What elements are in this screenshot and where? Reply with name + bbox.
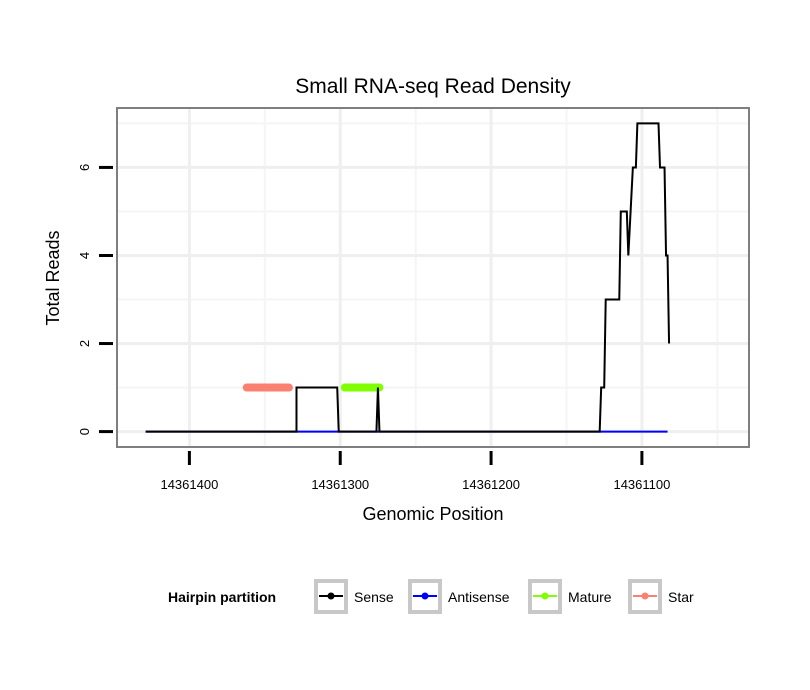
- legend-key-dot: [421, 592, 429, 600]
- series-line-sense: [145, 122, 671, 433]
- y-tick-label: 0: [77, 428, 92, 435]
- y-axis: 0 2 4 6: [77, 164, 113, 435]
- legend-label-mature: Mature: [568, 589, 612, 605]
- x-axis-title: Genomic Position: [362, 504, 503, 524]
- series-sense: [145, 122, 671, 433]
- legend-key-dot: [641, 592, 649, 600]
- y-tick-label: 6: [77, 164, 92, 171]
- legend-title: Hairpin partition: [168, 589, 276, 605]
- legend: Hairpin partition Sense Antisense Mature Sta…: [168, 579, 694, 614]
- legend-label-star: Star: [668, 589, 694, 605]
- x-axis: 14361400 14361300 14361200 14361100: [160, 451, 670, 492]
- plot-frame: [116, 107, 750, 448]
- legend-item-sense: Sense: [314, 579, 394, 614]
- legend-label-antisense: Antisense: [448, 589, 510, 605]
- x-tick-label: 14361300: [311, 477, 369, 492]
- legend-key-dot: [541, 592, 549, 600]
- grid-major: [117, 108, 749, 447]
- series-layer: [145, 122, 671, 433]
- legend-item-mature: Mature: [528, 579, 612, 614]
- y-tick-label: 2: [77, 340, 92, 347]
- y-tick-label: 4: [77, 252, 92, 259]
- legend-item-star: Star: [628, 579, 694, 614]
- grid-minor: [117, 108, 749, 447]
- legend-item-antisense: Antisense: [408, 579, 510, 614]
- legend-label-sense: Sense: [354, 589, 394, 605]
- x-tick-label: 14361200: [462, 477, 520, 492]
- x-tick-label: 14361400: [160, 477, 218, 492]
- y-axis-title: Total Reads: [43, 230, 63, 325]
- chart-title: Small RNA-seq Read Density: [295, 75, 571, 98]
- x-tick-label: 14361100: [613, 477, 670, 492]
- legend-key-dot: [327, 592, 335, 600]
